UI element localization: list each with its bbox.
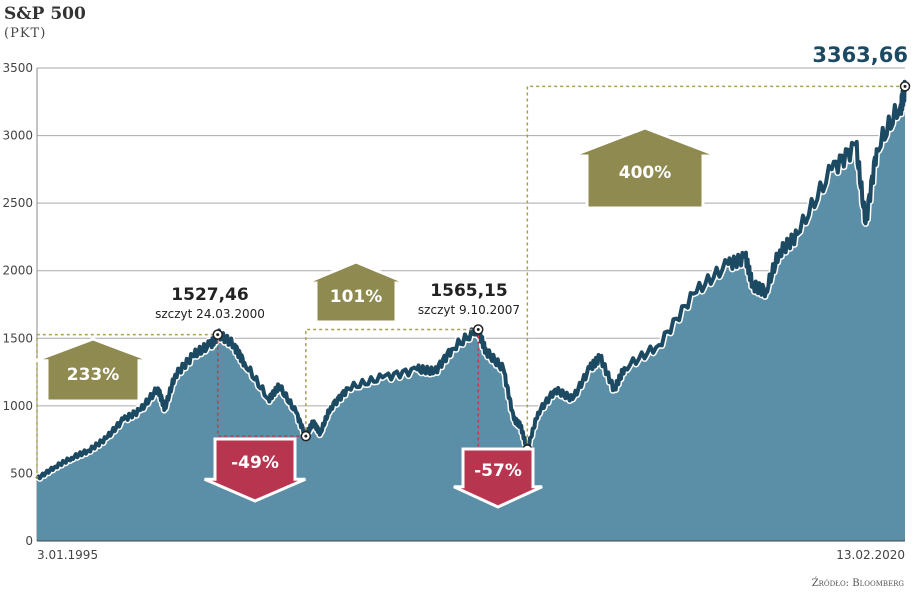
point-marker-dot [903,84,907,88]
point-marker-dot [304,434,308,438]
y-tick-label: 0 [25,534,33,548]
guide-400 [526,85,905,450]
peak-2007-value: 1565,15 [430,281,507,301]
y-tick-label: 2000 [2,264,33,278]
y-tick-label: 3000 [2,129,33,143]
peak-2000-value: 1527,46 [171,285,248,305]
y-tick-label: 500 [10,466,33,480]
y-tick-label: 2500 [2,196,33,210]
series-line [35,79,907,481]
guide-233 [36,333,218,479]
y-tick-label: 3500 [2,61,33,75]
series-area [37,81,905,542]
point-marker-dot [476,328,480,332]
change-minus49-arrow-icon [204,437,306,503]
y-unit-label: (PKT) [4,26,47,41]
change-minus57-arrow-icon [453,447,543,509]
change-minus57-label: -57% [474,461,522,481]
final-value: 3363,66 [812,43,908,67]
source-note: Źródło: Bloomberg [811,578,904,589]
point-marker-dot [216,333,220,337]
change-400-arrow-icon [571,126,719,210]
change-233-label: 233% [67,365,120,385]
peak-2000-label: szczyt 24.03.2000 [155,307,265,321]
y-tick-label: 1000 [2,399,33,413]
change-233-arrow-icon [34,337,152,403]
change-101-arrow-icon [305,260,407,324]
chart-title: S&P 500 [4,4,86,24]
x-tick-label: 3.01.1995 [37,548,98,562]
change-101-label: 101% [330,287,383,307]
x-tick-label: 13.02.2020 [836,548,905,562]
y-tick-label: 1500 [2,331,33,345]
change-minus49-label: -49% [231,453,279,473]
change-400-label: 400% [619,163,672,183]
peak-2007-label: szczyt 9.10.2007 [418,303,520,317]
